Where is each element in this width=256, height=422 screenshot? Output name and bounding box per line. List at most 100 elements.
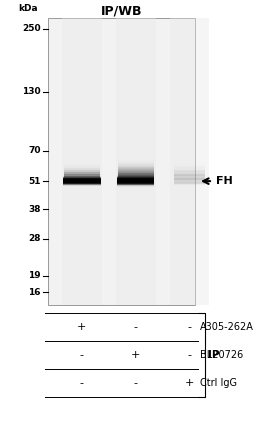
Text: Ctrl IgG: Ctrl IgG: [200, 378, 237, 388]
Bar: [64, 159, 100, 161]
Bar: [118, 155, 154, 157]
Bar: [117, 176, 154, 179]
Bar: [63, 180, 101, 182]
Bar: [174, 161, 205, 163]
Bar: [63, 181, 101, 183]
Bar: [64, 167, 100, 169]
Bar: [174, 176, 205, 178]
Text: -: -: [187, 350, 191, 360]
Bar: [117, 175, 154, 177]
Bar: [64, 156, 100, 159]
Bar: [174, 169, 205, 171]
Bar: [64, 176, 100, 179]
Bar: [64, 161, 100, 163]
Bar: [64, 173, 100, 176]
Bar: [118, 176, 154, 179]
Bar: [63, 176, 101, 178]
Bar: [63, 184, 101, 186]
Bar: [117, 184, 154, 187]
Bar: [63, 184, 101, 186]
Bar: [63, 182, 101, 184]
Bar: [64, 154, 100, 157]
Bar: [117, 179, 154, 181]
Bar: [64, 170, 100, 172]
Bar: [118, 173, 154, 176]
Bar: [63, 176, 101, 179]
Text: kDa: kDa: [18, 4, 38, 13]
Text: +: +: [131, 350, 140, 360]
Bar: [63, 180, 101, 182]
Bar: [63, 183, 101, 185]
Bar: [64, 165, 100, 167]
Bar: [174, 173, 205, 175]
Bar: [64, 170, 100, 173]
Text: 38: 38: [28, 205, 41, 214]
Bar: [174, 179, 205, 180]
Text: +: +: [77, 322, 87, 332]
Bar: [174, 170, 205, 173]
Bar: [174, 162, 205, 165]
Bar: [64, 160, 100, 162]
Bar: [118, 177, 154, 179]
Bar: [174, 165, 205, 167]
Bar: [174, 160, 205, 162]
Text: +: +: [185, 378, 194, 388]
Bar: [174, 181, 205, 183]
Text: IP: IP: [208, 350, 219, 360]
Bar: [63, 177, 101, 179]
Bar: [117, 181, 154, 183]
Bar: [117, 178, 154, 180]
Bar: [118, 175, 154, 178]
Text: BL20726: BL20726: [200, 350, 243, 360]
Bar: [117, 182, 154, 185]
Bar: [118, 156, 154, 158]
Bar: [118, 164, 154, 167]
Bar: [117, 175, 154, 178]
Bar: [174, 181, 205, 184]
Bar: [64, 161, 100, 164]
Bar: [174, 177, 205, 179]
Bar: [64, 174, 100, 177]
Bar: [118, 150, 154, 152]
Bar: [64, 164, 100, 167]
Bar: [63, 182, 101, 184]
Bar: [174, 164, 205, 166]
Bar: [174, 166, 205, 168]
Bar: [118, 147, 154, 150]
Bar: [174, 182, 205, 184]
Bar: [118, 161, 154, 163]
Bar: [118, 148, 154, 151]
Bar: [118, 145, 154, 147]
Text: -: -: [80, 378, 84, 388]
Bar: [64, 172, 100, 175]
Bar: [174, 167, 205, 169]
Bar: [174, 183, 205, 185]
Bar: [117, 180, 154, 182]
Bar: [117, 178, 154, 181]
Bar: [64, 163, 100, 165]
Bar: [64, 166, 100, 169]
Bar: [174, 175, 205, 177]
Bar: [117, 183, 154, 186]
Text: -: -: [134, 322, 138, 332]
Bar: [118, 157, 154, 159]
Bar: [118, 171, 154, 173]
Bar: [117, 183, 154, 185]
Bar: [64, 160, 100, 162]
Bar: [118, 163, 154, 166]
Bar: [64, 172, 100, 174]
Bar: [174, 170, 205, 172]
Bar: [118, 151, 154, 154]
Bar: [174, 162, 205, 164]
Bar: [64, 165, 100, 168]
Bar: [64, 168, 100, 170]
Bar: [117, 181, 154, 184]
Bar: [174, 173, 205, 176]
Bar: [118, 159, 154, 162]
Bar: [118, 160, 154, 162]
Bar: [64, 155, 100, 158]
Bar: [174, 178, 205, 180]
Bar: [117, 184, 154, 187]
Text: 16: 16: [28, 288, 41, 297]
Bar: [118, 151, 154, 153]
